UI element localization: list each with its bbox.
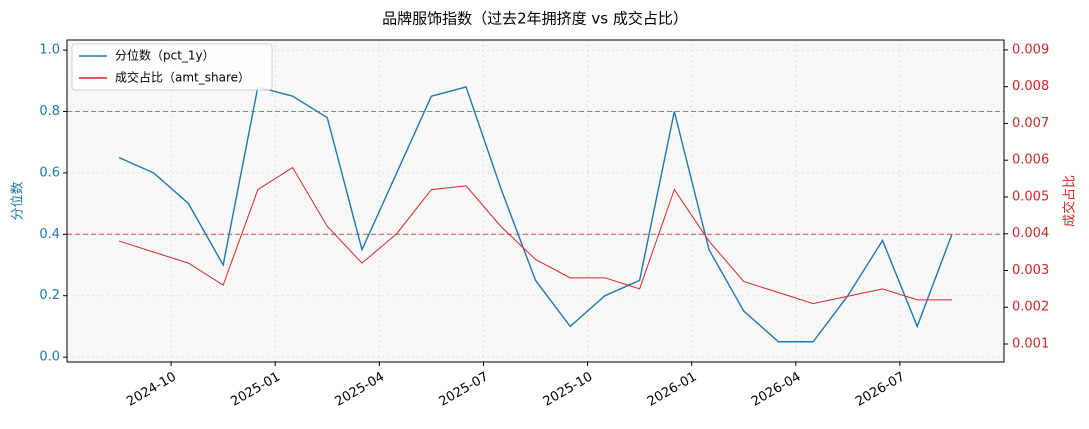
x-tick-label: 2024-10: [124, 370, 179, 410]
plot-area: [67, 40, 1004, 362]
legend-label: 成交占比（amt_share）: [115, 70, 250, 85]
y2-tick-label: 0.002: [1012, 300, 1049, 315]
y-tick-label: 0.2: [39, 288, 60, 303]
y2-tick-label: 0.007: [1012, 116, 1049, 131]
x-tick-label: 2025-07: [437, 370, 492, 410]
y-tick-label: 0.4: [39, 227, 60, 242]
y-tick-label: 0.0: [39, 350, 60, 365]
x-tick-label: 2025-01: [228, 370, 283, 410]
y-tick-label: 1.0: [39, 43, 60, 58]
y2-tick-label: 0.004: [1012, 226, 1049, 241]
axes-frame: [66, 39, 1005, 363]
y-tick-label: 0.8: [39, 104, 60, 119]
y2-tick-label: 0.006: [1012, 153, 1049, 168]
x-tick-label: 2025-04: [333, 370, 388, 410]
x-tick-label: 2026-07: [853, 370, 908, 410]
y2-tick-label: 0.001: [1012, 336, 1049, 351]
y-axis-label: 分位数: [11, 181, 26, 220]
x-tick-label: 2026-04: [749, 370, 804, 410]
y2-axis-label: 成交占比: [1062, 175, 1078, 227]
chart-title: 品牌服饰指数（过去2年拥挤度 vs 成交占比）: [382, 10, 688, 28]
legend-label: 分位数（pct_1y）: [115, 48, 215, 63]
y2-tick-label: 0.003: [1012, 263, 1049, 278]
y-tick-label: 0.6: [39, 165, 60, 180]
y2-tick-label: 0.005: [1012, 189, 1049, 204]
legend-box: [71, 43, 273, 91]
x-tick-label: 2026-01: [645, 370, 700, 410]
x-tick-label: 2025-10: [541, 370, 596, 410]
y2-tick-label: 0.008: [1012, 79, 1049, 94]
series-line: [118, 166, 952, 305]
y2-tick-label: 0.009: [1012, 42, 1049, 57]
